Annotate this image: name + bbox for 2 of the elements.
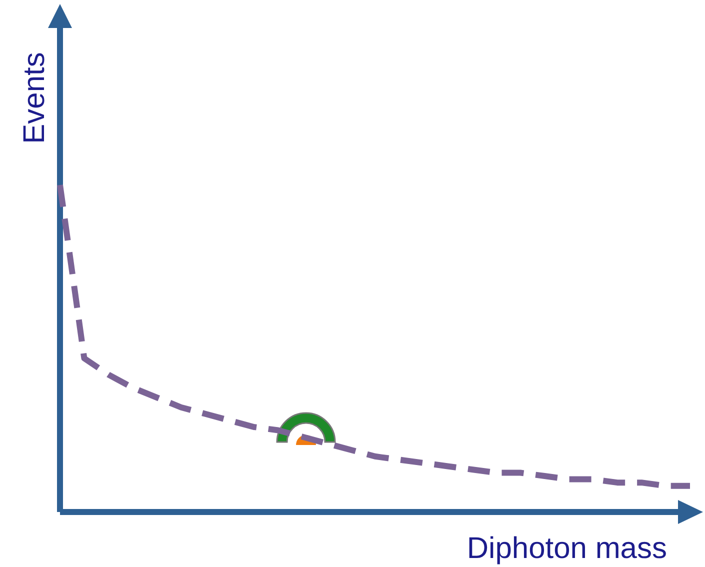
y-axis-title: Events [18, 52, 51, 144]
x-axis-title: Diphoton mass [466, 532, 667, 565]
